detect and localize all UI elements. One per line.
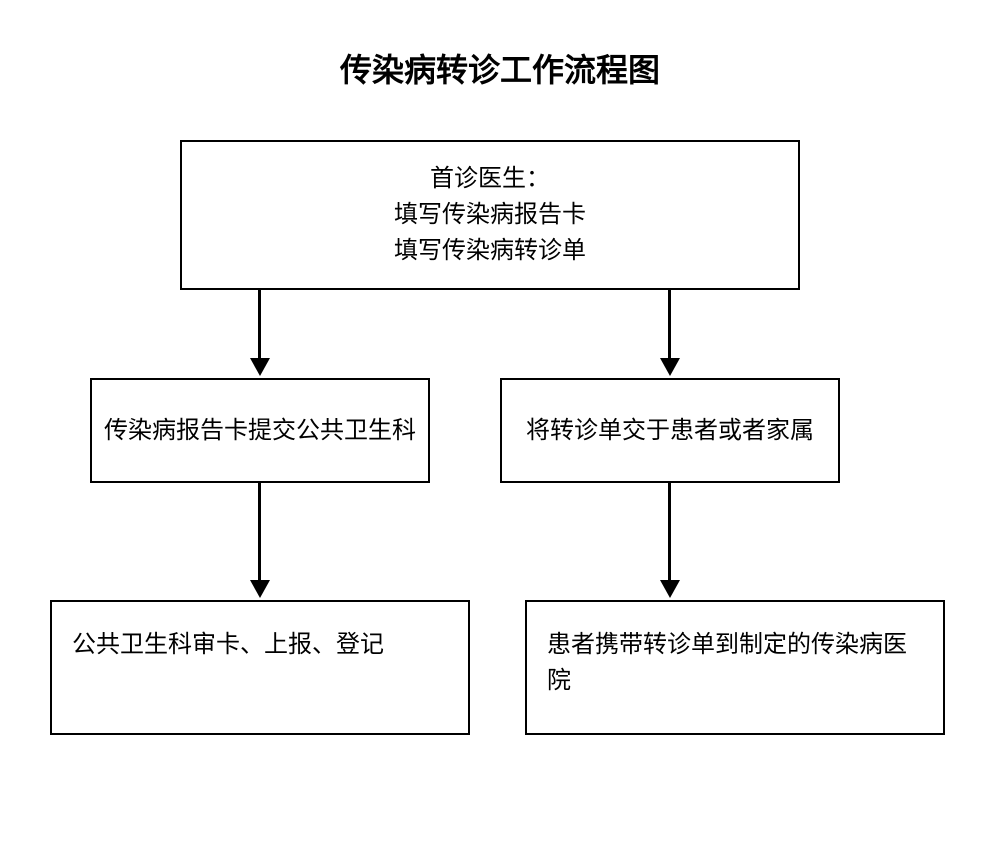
- node-right-1-text: 将转诊单交于患者或者家属: [526, 413, 814, 449]
- node-top: 首诊医生： 填写传染病报告卡 填写传染病转诊单: [180, 140, 800, 290]
- flowchart-title: 传染病转诊工作流程图: [0, 45, 1000, 91]
- node-right-1: 将转诊单交于患者或者家属: [500, 378, 840, 483]
- node-top-line1: 首诊医生：: [430, 161, 550, 197]
- node-top-line2: 填写传染病报告卡: [394, 197, 586, 233]
- node-left-1-text: 传染病报告卡提交公共卫生科: [104, 413, 416, 449]
- node-left-2-text: 公共卫生科审卡、上报、登记: [72, 627, 384, 663]
- node-right-2: 患者携带转诊单到制定的传染病医院: [525, 600, 945, 735]
- node-top-line3: 填写传染病转诊单: [394, 233, 586, 269]
- node-left-1: 传染病报告卡提交公共卫生科: [90, 378, 430, 483]
- node-left-2: 公共卫生科审卡、上报、登记: [50, 600, 470, 735]
- node-right-2-text: 患者携带转诊单到制定的传染病医院: [547, 627, 923, 699]
